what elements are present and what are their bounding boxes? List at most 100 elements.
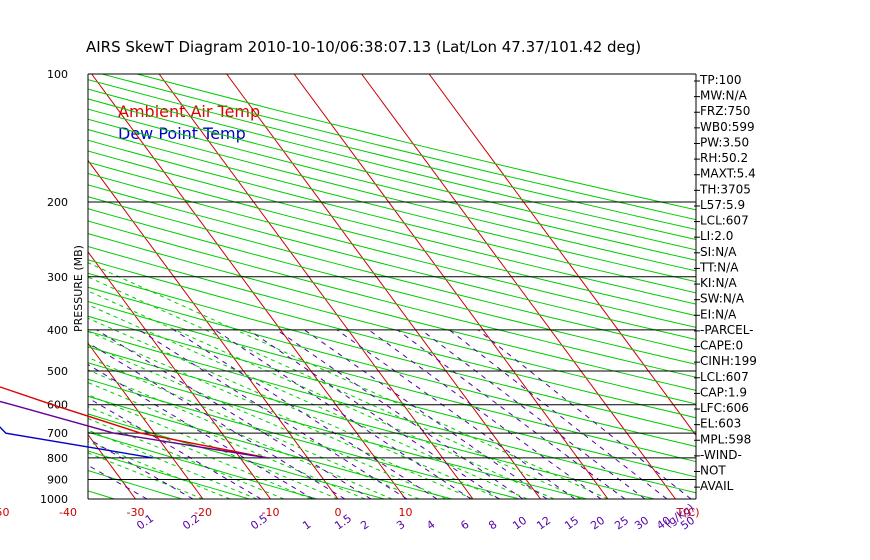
dry-adiabat-line (88, 330, 696, 494)
mixing-ratio-tick-label: 30 (632, 514, 651, 533)
isotherm-line (226, 74, 541, 499)
isotherm-line (88, 251, 271, 499)
mixing-ratio-tick-label: 20 (588, 514, 607, 533)
series-line-ambient-air-temp (0, 386, 268, 459)
sounding-index-label: SI:N/A (700, 245, 737, 259)
pressure-tick-label: 600 (47, 399, 68, 412)
moist-adiabat-line (88, 452, 204, 499)
mixing-ratio-line (368, 329, 602, 499)
pressure-tick-label: 200 (47, 196, 68, 209)
sounding-index-label: KI:N/A (700, 276, 737, 290)
sounding-index-label: MPL:598 (700, 432, 751, 446)
moist-adiabat-line (88, 441, 231, 499)
moist-adiabat-line (88, 369, 393, 499)
dry-adiabat-line (88, 450, 252, 499)
dry-adiabat-line (88, 286, 696, 448)
dry-adiabat-line (88, 470, 184, 499)
sounding-index-label: LCL:607 (700, 214, 749, 228)
sounding-index-label: EI:N/A (700, 307, 737, 321)
mixing-ratio-line (88, 342, 346, 499)
bottom-temp-tick-label: 0 (335, 506, 342, 519)
mixing-ratio-tick-label: 15 (562, 514, 581, 533)
dry-adiabat-line (88, 431, 319, 499)
mixing-ratio-line (214, 329, 472, 499)
dry-adiabat-line (88, 139, 696, 294)
mixing-ratio-line (448, 329, 668, 499)
dry-adiabat-line (88, 196, 696, 353)
mixing-ratio-tick-label: 10 (510, 514, 529, 533)
sounding-index-label: CAPE:0 (700, 339, 743, 353)
mixing-ratio-line (248, 329, 500, 499)
sounding-index-label: EL:603 (700, 417, 741, 431)
sounding-index-label: AVAIL (700, 479, 734, 493)
sounding-index-label: CINH:199 (700, 354, 757, 368)
sounding-index-label: SW:N/A (700, 292, 745, 306)
dry-adiabat-line (88, 150, 696, 305)
mixing-ratio-tick-label: 25 (612, 514, 631, 533)
dry-adiabat-line (88, 233, 696, 391)
sounding-index-label: MW:N/A (700, 89, 748, 103)
sounding-index-label: NOT (700, 464, 726, 478)
isotherm-line (91, 74, 406, 499)
sounding-index-label: TH:3705 (699, 182, 751, 196)
dry-adiabat-line (88, 108, 696, 261)
sounding-index-label: MAXT:5.4 (700, 167, 756, 181)
dry-adiabat-line (88, 245, 696, 405)
isotherm-line (361, 74, 676, 499)
bottom-temp-tick-label: -10 (262, 506, 280, 519)
mixing-ratio-tick-label: 1 (300, 518, 313, 533)
moist-adiabat-line (88, 290, 555, 499)
sounding-index-label: TP:100 (699, 73, 742, 87)
bottom-temp-tick-label: -40 (59, 506, 77, 519)
pressure-tick-label: 500 (47, 365, 68, 378)
dry-adiabat-line (88, 220, 696, 378)
bottom-axis-label-tc: T(C) (676, 506, 700, 519)
dry-adiabat-line (88, 346, 657, 499)
dry-adiabat-line (88, 118, 696, 272)
moist-adiabat-line (88, 317, 501, 499)
isotherm-line (88, 342, 204, 499)
isotherm-line (428, 74, 696, 437)
moist-adiabat-line (88, 331, 474, 499)
bottom-temp-tick-label: -20 (194, 506, 212, 519)
bottom-temp-tick-label: -30 (127, 506, 145, 519)
dry-adiabat-line (88, 129, 696, 283)
pressure-tick-label: 800 (47, 452, 68, 465)
pressure-tick-label: 1000 (40, 493, 68, 506)
sounding-index-label: LI:2.0 (700, 229, 733, 243)
sounding-index-label: LCL:607 (700, 370, 749, 384)
legend-dew-point-temp: Dew Point Temp (118, 124, 246, 143)
mixing-ratio-tick-label: 6 (458, 518, 471, 533)
pressure-tick-label: 700 (47, 427, 68, 440)
dry-adiabat-line (88, 315, 696, 478)
sounding-index-label: RH:50.2 (700, 151, 748, 165)
background-grid (88, 74, 696, 499)
dry-adiabat-line (88, 208, 696, 365)
dry-adiabat-line (88, 98, 696, 251)
dry-adiabat-line (88, 259, 696, 419)
sounding-index-label: WB0:599 (700, 120, 755, 134)
moist-adiabat-line (88, 356, 420, 499)
dry-adiabat-line (88, 395, 454, 499)
dry-adiabat-line (136, 74, 696, 211)
mixing-ratio-tick-label: 4 (424, 518, 437, 533)
bottom-temp-tick-label: -50 (0, 506, 9, 519)
isotherm-line (293, 74, 609, 499)
mixing-ratio-line (276, 329, 524, 499)
sounding-index-label: -WIND- (700, 448, 742, 462)
mixing-ratio-tick-label: 3 (394, 518, 407, 533)
mixing-ratio-line (336, 329, 576, 499)
sounding-index-label: TT:N/A (699, 260, 739, 274)
sounding-index-label: CAP:1.9 (700, 385, 747, 399)
dry-adiabat-line (88, 362, 589, 499)
dry-adiabat-line (88, 272, 696, 433)
pressure-tick-label: 400 (47, 324, 68, 337)
pressure-tick-label: 300 (47, 271, 68, 284)
sounding-index-label: LFC:606 (700, 401, 749, 415)
sounding-index-label: PW:3.50 (700, 136, 749, 150)
dry-adiabat-line (88, 184, 696, 341)
y-axis-label: PRESSURE (MB) (72, 245, 85, 332)
mixing-ratio-tick-label: 8 (486, 518, 499, 533)
dry-adiabat-line (88, 161, 696, 317)
